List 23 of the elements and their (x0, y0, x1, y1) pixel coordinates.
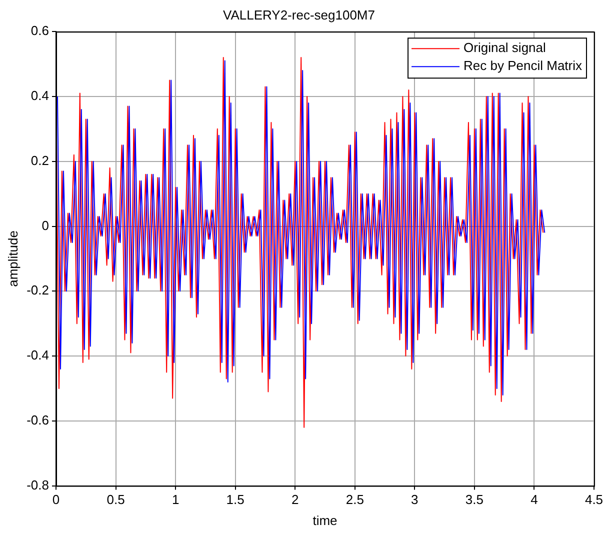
x-tick-label: 1.5 (226, 492, 244, 508)
y-axis-title: amplitude (5, 230, 20, 287)
y-tick-label: -0.2 (26, 282, 49, 298)
y-tick-label: 0.2 (30, 152, 49, 168)
x-tick-label: 3.5 (465, 492, 484, 508)
y-tick-label: -0.8 (26, 477, 49, 492)
x-tick-label: 2 (291, 492, 299, 508)
legend-label: Rec by Pencil Matrix (464, 58, 582, 74)
x-tick-label: 4 (530, 492, 538, 508)
x-axis-title: time (312, 512, 338, 528)
x-tick-label: 2.5 (346, 492, 364, 508)
y-tick-label: -0.4 (26, 348, 49, 363)
x-tick-label: 0.5 (106, 492, 125, 508)
x-tick-label: 3 (411, 492, 418, 508)
x-tick-label: 4.5 (584, 492, 604, 508)
y-tick-label: 0 (42, 218, 49, 233)
legend-label: Original signal (464, 40, 546, 56)
y-tick-label: 0.6 (30, 23, 49, 38)
y-tick-label: 0.4 (30, 88, 49, 104)
chart-title: VALLERY2-rec-seg100M7 (223, 7, 375, 22)
x-tick-label: 0 (52, 492, 60, 508)
y-tick-label: -0.6 (26, 412, 49, 428)
x-tick-label: 1 (172, 492, 180, 508)
